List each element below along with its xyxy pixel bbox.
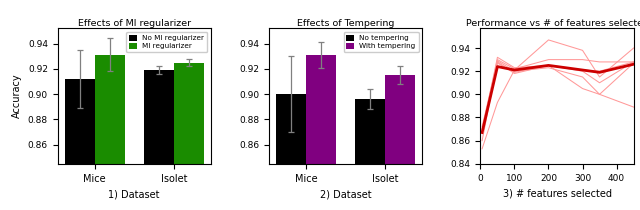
- Title: Effects of Tempering: Effects of Tempering: [297, 18, 394, 28]
- X-axis label: 2) Dataset: 2) Dataset: [320, 189, 371, 199]
- Legend: No tempering, With tempering: No tempering, With tempering: [344, 32, 419, 52]
- Bar: [95, 55, 125, 210]
- Y-axis label: Accuracy: Accuracy: [12, 74, 22, 118]
- Bar: [65, 79, 95, 210]
- Bar: [173, 63, 204, 210]
- Title: Performance vs # of features selected: Performance vs # of features selected: [465, 18, 640, 28]
- Bar: [385, 75, 415, 210]
- Bar: [276, 94, 306, 210]
- Bar: [355, 99, 385, 210]
- Legend: No MI regularizer, MI regularizer: No MI regularizer, MI regularizer: [127, 32, 207, 52]
- Title: Effects of MI regularizer: Effects of MI regularizer: [77, 18, 191, 28]
- X-axis label: 3) # features selected: 3) # features selected: [502, 188, 611, 198]
- Bar: [306, 55, 336, 210]
- X-axis label: 1) Dataset: 1) Dataset: [108, 189, 160, 199]
- Bar: [144, 70, 173, 210]
